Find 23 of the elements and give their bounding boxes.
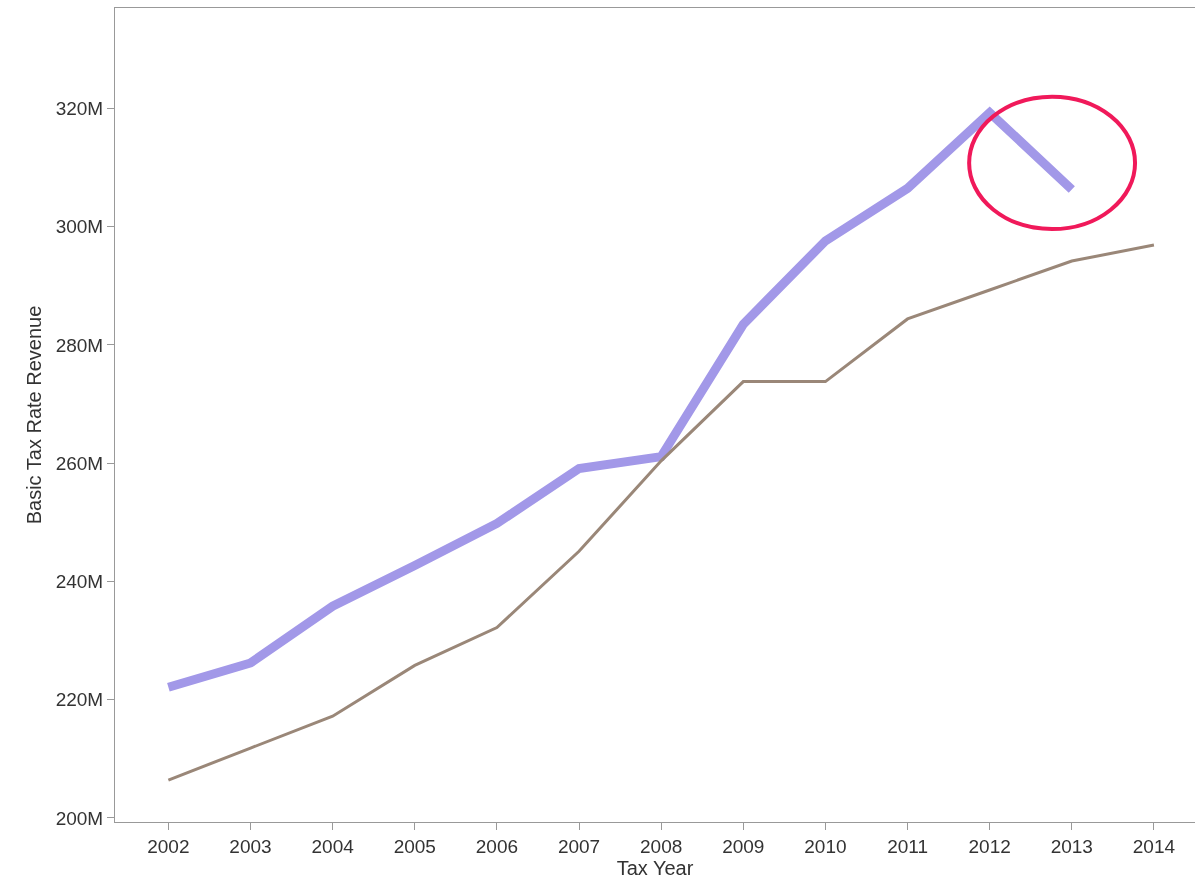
y-tick-label: 220M [55, 689, 104, 711]
x-tick-label: 2011 [887, 835, 928, 857]
x-tick-label: 2010 [804, 835, 847, 857]
y-tick-label: 280M [55, 334, 104, 356]
x-tick-label: 2005 [393, 835, 436, 857]
x-tick-label: 2009 [722, 835, 765, 857]
x-tick-label: 2004 [311, 835, 355, 857]
x-tick-label: 2003 [229, 835, 272, 857]
y-tick-label: 320M [55, 98, 104, 120]
y-tick-label: 240M [55, 571, 104, 593]
y-tick-label: 200M [55, 807, 104, 829]
y-tick-label: 300M [55, 216, 104, 238]
x-tick-label: 2007 [557, 835, 601, 857]
x-tick-label: 2006 [475, 835, 519, 857]
y-axis-title: Basic Tax Rate Revenue [23, 305, 46, 525]
line-series [166, 243, 1156, 782]
y-tick-label: 260M [55, 452, 104, 474]
x-tick-label: 2013 [1050, 835, 1093, 857]
x-tick-label: 2008 [640, 835, 683, 857]
x-tick-label: 2014 [1132, 835, 1176, 857]
x-tick-label: 2012 [968, 835, 1011, 857]
x-axis-title: Tax Year [616, 856, 694, 879]
x-tick-label: 2002 [147, 835, 190, 857]
